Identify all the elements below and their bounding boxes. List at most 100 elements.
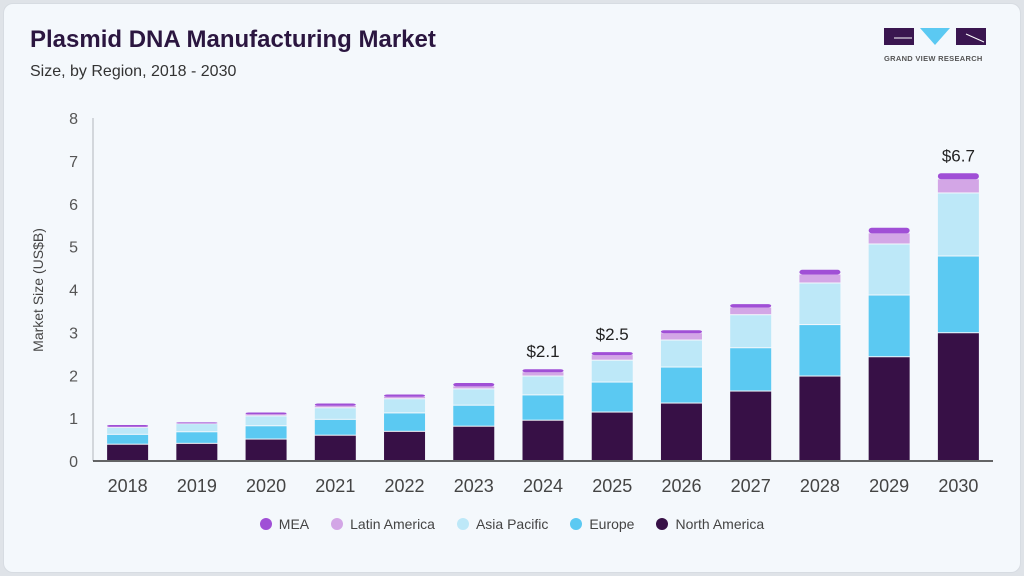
bar-segment-europe[interactable] (107, 434, 149, 444)
bar-segment-north-america[interactable] (107, 444, 149, 460)
bar-segment-mea[interactable] (799, 269, 841, 275)
bar-segment-north-america[interactable] (384, 431, 426, 460)
bar-segment-north-america[interactable] (937, 333, 979, 460)
logo-text: GRAND VIEW RESEARCH (884, 54, 983, 63)
legend: MEA Latin America Asia Pacific Europe North … (0, 516, 1024, 532)
bar-segment-asia-pacific[interactable] (937, 193, 979, 256)
y-tick-label: 8 (69, 111, 78, 128)
bar-segment-north-america[interactable] (591, 412, 633, 460)
bar-segment-north-america[interactable] (314, 435, 356, 460)
bar-segment-mea[interactable] (107, 424, 149, 427)
x-tick-label: 2024 (523, 476, 563, 496)
bar-segment-europe[interactable] (384, 413, 426, 431)
bar-segment-mea[interactable] (937, 173, 979, 180)
legend-label: Asia Pacific (475, 516, 549, 532)
legend-swatch-icon (570, 518, 583, 530)
bar-segment-latin-america[interactable] (937, 179, 979, 193)
bar-segment-latin-america[interactable] (176, 423, 218, 424)
bar-segment-europe[interactable] (730, 348, 772, 391)
bar-segment-europe[interactable] (937, 256, 979, 333)
bar-segment-north-america[interactable] (453, 426, 495, 460)
bar-segment-europe[interactable] (522, 395, 564, 420)
bar-segment-mea[interactable] (522, 369, 564, 373)
bar-segment-mea[interactable] (453, 382, 495, 387)
bar-segment-asia-pacific[interactable] (868, 244, 910, 295)
bar-segment-asia-pacific[interactable] (245, 416, 287, 426)
bar-segment-europe[interactable] (660, 367, 702, 403)
bar-segment-asia-pacific[interactable] (730, 315, 772, 348)
bar-segment-asia-pacific[interactable] (591, 360, 633, 382)
legend-item-north-america[interactable]: North America (656, 516, 764, 532)
bar-segment-latin-america[interactable] (591, 355, 633, 360)
bar-segment-latin-america[interactable] (245, 414, 287, 416)
x-tick-label: 2021 (315, 476, 355, 496)
bar-segment-asia-pacific[interactable] (660, 340, 702, 367)
bar-segment-asia-pacific[interactable] (176, 424, 218, 432)
bar-segment-europe[interactable] (176, 432, 218, 443)
x-tick-label: 2018 (108, 476, 148, 496)
bar-segment-mea[interactable] (384, 394, 426, 397)
bar-segment-europe[interactable] (591, 382, 633, 412)
bar-segment-latin-america[interactable] (799, 274, 841, 283)
x-tick-label: 2030 (938, 476, 978, 496)
bar-segment-latin-america[interactable] (660, 333, 702, 340)
x-tick-label: 2026 (661, 476, 701, 496)
bar-segment-north-america[interactable] (522, 420, 564, 460)
y-tick-label: 5 (69, 240, 78, 257)
bar-segment-mea[interactable] (660, 330, 702, 334)
bar-segment-latin-america[interactable] (730, 307, 772, 315)
legend-item-asia-pacific[interactable]: Asia Pacific (456, 516, 549, 532)
bar-segment-europe[interactable] (453, 405, 495, 426)
total-value-label: $2.5 (596, 325, 629, 344)
y-tick-label: 7 (69, 154, 78, 171)
legend-item-europe[interactable]: Europe (570, 516, 634, 532)
bar-segment-europe[interactable] (314, 419, 356, 435)
bar-segment-europe[interactable] (868, 295, 910, 357)
bar-segment-latin-america[interactable] (522, 372, 564, 376)
bar-segment-latin-america[interactable] (868, 233, 910, 244)
total-value-label: $6.7 (942, 146, 975, 165)
bar-segment-latin-america[interactable] (314, 405, 356, 408)
bar-segment-asia-pacific[interactable] (799, 283, 841, 325)
bar-segment-mea[interactable] (176, 422, 218, 424)
bar-segment-latin-america[interactable] (384, 396, 426, 399)
bar-segment-mea[interactable] (314, 403, 356, 406)
y-tick-label: 0 (69, 454, 78, 471)
legend-item-latin-america[interactable]: Latin America (331, 516, 435, 532)
bar-segment-europe[interactable] (799, 325, 841, 376)
legend-swatch-icon (656, 518, 669, 530)
legend-item-mea[interactable]: MEA (259, 516, 309, 532)
chart-subtitle: Size, by Region, 2018 - 2030 (30, 63, 237, 80)
bar-segment-north-america[interactable] (799, 376, 841, 460)
bar-segment-asia-pacific[interactable] (384, 399, 426, 413)
chart-title: Plasmid DNA Manufacturing Market (30, 26, 436, 53)
bar-segment-north-america[interactable] (245, 439, 287, 460)
bar-segment-asia-pacific[interactable] (522, 376, 564, 395)
x-tick-label: 2027 (731, 476, 771, 496)
legend-label: North America (675, 516, 765, 532)
bar-segment-mea[interactable] (868, 227, 910, 234)
legend-swatch-icon (456, 518, 469, 530)
y-axis-label: Market Size (US$B) (30, 228, 46, 352)
bar-segment-mea[interactable] (591, 352, 633, 356)
bar-segment-mea[interactable] (730, 304, 772, 308)
bar-segment-europe[interactable] (245, 426, 287, 439)
bar-segment-latin-america[interactable] (453, 386, 495, 389)
bar-segment-asia-pacific[interactable] (107, 427, 149, 434)
bar-segment-mea[interactable] (245, 412, 287, 415)
x-tick-label: 2022 (385, 476, 425, 496)
x-tick-label: 2023 (454, 476, 494, 496)
grand-view-research-logo: GRAND VIEW RESEARCH (884, 28, 986, 63)
bar-segment-latin-america[interactable] (107, 426, 149, 428)
y-tick-label: 6 (69, 197, 78, 214)
bar-segment-asia-pacific[interactable] (314, 408, 356, 419)
y-tick-label: 2 (69, 368, 78, 385)
y-tick-label: 3 (69, 325, 78, 342)
chart-card (3, 3, 1021, 573)
bar-segment-asia-pacific[interactable] (453, 389, 495, 405)
bar-segment-north-america[interactable] (868, 357, 910, 460)
bar-segment-north-america[interactable] (660, 403, 702, 460)
bar-segment-north-america[interactable] (730, 391, 772, 460)
y-tick-label: 4 (69, 283, 78, 300)
bar-segment-north-america[interactable] (176, 443, 218, 460)
